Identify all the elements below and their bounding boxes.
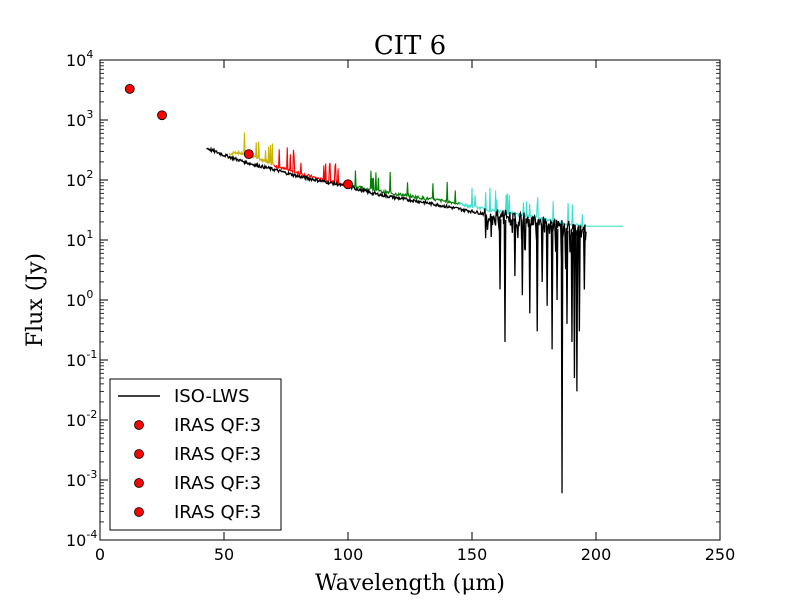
y-tick-label: 102 (66, 168, 93, 190)
legend-label: IRAS QF:3 (174, 473, 261, 494)
plot-area (206, 132, 624, 494)
axis-ticks: 0 50 100 150 200 250 10-4 10-3 10-2 10-1 100 101 102… (66, 48, 735, 564)
legend-marker-swatch (134, 507, 144, 517)
x-tick-label: 50 (214, 545, 234, 564)
legend-marker-swatch (134, 449, 144, 459)
legend-label: ISO-LWS (174, 386, 250, 407)
iras-point-4 (343, 179, 353, 190)
y-tick-label: 10-2 (66, 408, 97, 430)
y-tick-label: 10-4 (66, 528, 97, 550)
x-tick-label: 200 (581, 545, 612, 564)
y-tick-label: 10-1 (66, 348, 97, 370)
chart-title: CIT 6 (374, 31, 446, 61)
iras-point-3 (243, 149, 254, 160)
x-tick-label: 100 (333, 545, 364, 564)
legend-marker-swatch (134, 478, 144, 488)
iras-point-1 (124, 83, 135, 94)
legend: ISO-LWS IRAS QF:3 IRAS QF:3 IRAS QF:3 IRAS Q… (109, 378, 282, 531)
x-axis-label: Wavelength (μm) (315, 571, 505, 596)
x-tick-label: 0 (95, 545, 105, 564)
spectrum-segment-line-3 (459, 187, 624, 229)
y-tick-label: 10-3 (66, 468, 97, 490)
legend-marker-swatch (134, 420, 144, 430)
y-axis-label: Flux (Jy) (23, 253, 48, 347)
spectrum-segment-line-2 (347, 170, 461, 206)
legend-label: IRAS QF:3 (174, 502, 261, 523)
y-tick-label: 104 (66, 48, 93, 70)
data-markers (124, 83, 353, 190)
spectrum-segment-line-1 (273, 147, 349, 187)
legend-label: IRAS QF:3 (174, 444, 261, 465)
legend-label: IRAS QF:3 (174, 415, 261, 436)
y-tick-label: 101 (66, 228, 93, 250)
iras-point-2 (157, 110, 167, 121)
x-tick-label: 250 (705, 545, 736, 564)
y-tick-label: 100 (66, 288, 93, 310)
iso-lws-line (206, 146, 587, 494)
x-tick-label: 150 (457, 545, 488, 564)
y-tick-label: 103 (66, 108, 93, 130)
